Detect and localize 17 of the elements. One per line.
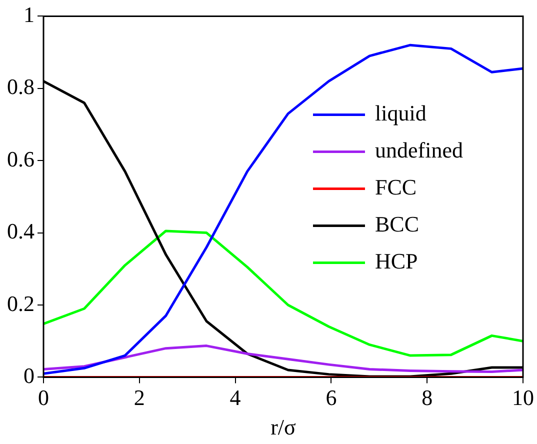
y-tick-label: 0: [24, 362, 34, 388]
legend-label: FCC: [375, 174, 417, 200]
x-tick-label: 6: [326, 385, 337, 410]
x-tick-label: 10: [512, 385, 534, 410]
x-tick-label: 8: [422, 385, 433, 410]
y-tick-label: 0.2: [7, 290, 34, 316]
legend-label: HCP: [375, 248, 418, 274]
y-tick-label: 0.8: [7, 74, 34, 100]
legend-label: undefined: [375, 137, 463, 162]
x-axis-title: r/σ: [270, 414, 296, 440]
y-tick-label: 0.6: [7, 146, 34, 172]
legend-label: BCC: [375, 211, 420, 236]
legend-label: liquid: [375, 100, 426, 126]
y-tick-label: 0.4: [7, 218, 34, 244]
x-tick-label: 2: [134, 385, 145, 410]
x-tick-label: 4: [230, 385, 241, 410]
y-tick-label: 1: [24, 2, 34, 27]
